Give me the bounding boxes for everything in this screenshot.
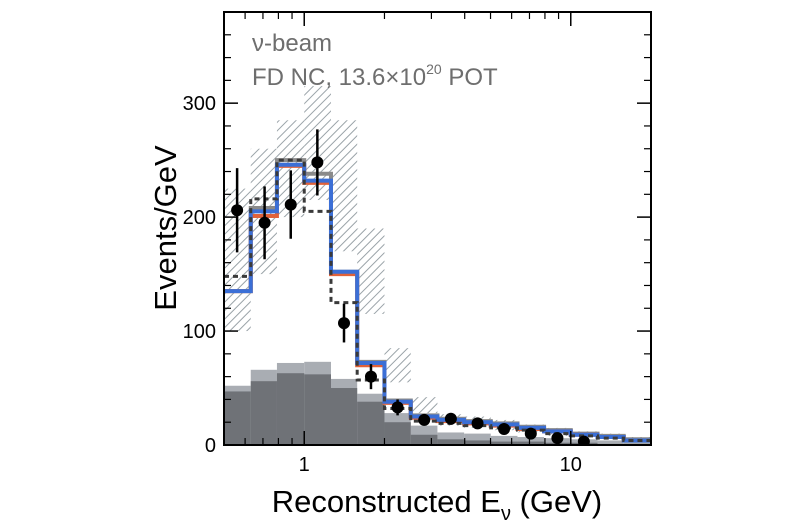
beam-label: ν-beam [252, 30, 332, 57]
light-gray-bar [623, 441, 651, 445]
dark-gray-bar [357, 401, 385, 445]
data-point [471, 417, 484, 430]
dark-gray-bar [490, 441, 518, 445]
band-bin [357, 228, 385, 314]
light-gray-bar [517, 437, 545, 445]
data-point [311, 156, 324, 169]
y-tick-label: 0 [205, 435, 216, 457]
light-gray-bar [464, 433, 491, 445]
dark-gray-bar [224, 391, 251, 445]
light-gray-bar [490, 435, 518, 445]
x-axis-title: Reconstructed Eν (GeV) [272, 484, 602, 525]
data-point [284, 198, 297, 211]
data-point [551, 432, 564, 445]
data-point [498, 423, 511, 436]
x-tick-label: 10 [560, 454, 582, 476]
x-axis-title-main: Reconstructed E [272, 484, 501, 519]
exposure-label: FD NC, 13.6×1020 POT [252, 61, 498, 91]
y-tick-label: 300 [183, 93, 216, 115]
dark-gray-bar [410, 434, 438, 445]
data-point [364, 370, 377, 383]
dark-gray-bar [304, 374, 331, 445]
dark-gray-bar [464, 440, 491, 445]
band-bin [410, 397, 438, 414]
y-tick-label: 200 [183, 207, 216, 229]
axis-ticks: 0 100 200 300 1 10 [183, 12, 652, 476]
data-point [577, 435, 590, 445]
light-gray-bar [597, 440, 624, 445]
data-point [391, 401, 404, 414]
data-point [258, 216, 271, 229]
dark-gray-bar [437, 439, 465, 445]
data-point [444, 412, 457, 425]
exposure-suffix: POT [442, 64, 498, 91]
x-axis-title-unit: (GeV) [511, 484, 602, 519]
x-axis-title-sub: ν [501, 503, 511, 525]
dark-gray-bar [517, 441, 545, 445]
band-bin [384, 348, 411, 383]
exposure-exponent: 20 [426, 61, 442, 77]
exposure-prefix: FD NC, 13.6×10 [252, 64, 426, 91]
data-point [338, 317, 351, 330]
dark-gray-bar [384, 422, 411, 445]
data-points [231, 129, 590, 445]
data-point [524, 427, 537, 440]
dark-gray-bar [276, 373, 305, 445]
y-axis-title: Events/GeV [148, 145, 183, 311]
dark-gray-bar [250, 381, 277, 445]
data-point [418, 413, 431, 426]
y-tick-label: 100 [183, 321, 216, 343]
plot-frame [223, 11, 652, 446]
band-bin [330, 120, 358, 252]
data-point [231, 204, 244, 217]
background-stack [224, 361, 651, 445]
dark-gray-bar [330, 388, 358, 445]
x-tick-label: 1 [299, 454, 310, 476]
